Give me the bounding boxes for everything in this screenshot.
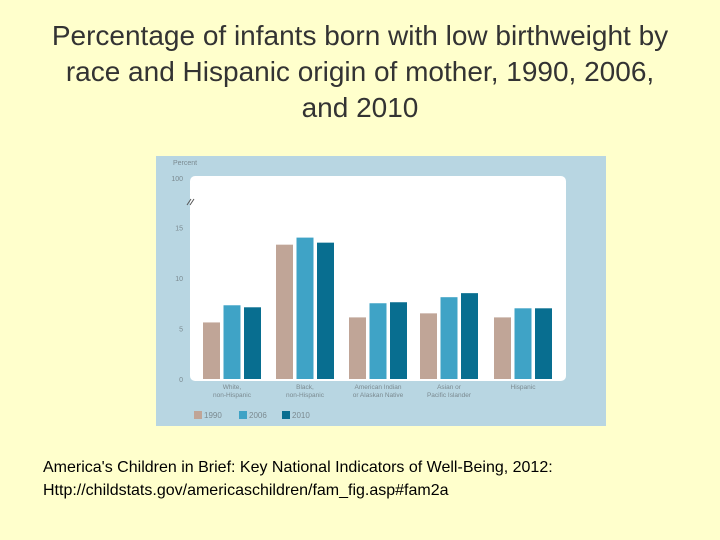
y-tick-label: 100	[171, 176, 183, 183]
y-tick-label: 5	[179, 327, 183, 334]
category-label-line: American Indian	[355, 384, 402, 391]
bar-2010-2	[390, 302, 407, 379]
category-label-line: Asian or	[437, 384, 462, 391]
axis-break-stroke	[189, 198, 195, 206]
category-label-line: or Alaskan Native	[353, 392, 404, 399]
category-label: Black, non-Hispanic	[286, 384, 325, 399]
bar-2010-1	[317, 242, 334, 379]
bar-1990-3	[420, 313, 437, 379]
y-tick-label: 15	[175, 226, 183, 233]
legend-label: 1990	[204, 411, 222, 420]
category-label-line: Black,	[296, 384, 314, 391]
axis-break-marker	[186, 198, 195, 206]
bar-1990-2	[349, 317, 366, 379]
axis-break-stroke	[186, 198, 192, 206]
legend-swatch	[282, 411, 290, 419]
legend-entry-2006: 2006	[239, 411, 267, 420]
bar-2010-0	[244, 307, 261, 379]
legend-entry-2010: 2010	[282, 411, 310, 420]
bar-2006-0	[223, 305, 241, 379]
bar-1990-0	[203, 322, 220, 379]
y-tick-label: 10	[175, 276, 183, 283]
category-label: American Indian or Alaskan Native	[353, 384, 404, 399]
bar-chart: Percent 0 5 10 15 100 White, non-Hispanic Blac…	[156, 156, 606, 426]
legend-label: 2010	[292, 411, 310, 420]
category-label-line: Pacific Islander	[427, 392, 472, 399]
bar-1990-1	[276, 244, 293, 379]
bar-2006-2	[369, 303, 387, 379]
source-citation: America's Children in Brief: Key Nationa…	[43, 459, 553, 476]
source-caption: America's Children in Brief: Key Nationa…	[43, 456, 703, 502]
legend-swatch	[239, 411, 247, 419]
legend-label: 2006	[249, 411, 267, 420]
bar-2010-4	[535, 308, 552, 379]
bar-2006-4	[514, 308, 532, 379]
category-label-line: White,	[223, 384, 242, 391]
y-axis-title: Percent	[173, 160, 197, 167]
bar-2006-1	[296, 237, 314, 379]
category-label-line: Hispanic	[511, 384, 537, 391]
source-url: Http://childstats.gov/americaschildren/f…	[43, 482, 449, 499]
slide-title: Percentage of infants born with low birt…	[51, 20, 669, 123]
legend-entry-1990: 1990	[194, 411, 222, 420]
category-label-line: non-Hispanic	[213, 392, 252, 399]
legend-swatch	[194, 411, 202, 419]
category-label: Asian or Pacific Islander	[427, 384, 472, 399]
category-label: White, non-Hispanic	[213, 384, 252, 399]
category-label-line: non-Hispanic	[286, 392, 325, 399]
bar-2006-3	[440, 297, 458, 379]
bar-1990-4	[494, 317, 511, 379]
bar-2010-3	[461, 293, 478, 379]
category-label: Hispanic	[511, 384, 537, 391]
y-tick-label: 0	[179, 377, 183, 384]
